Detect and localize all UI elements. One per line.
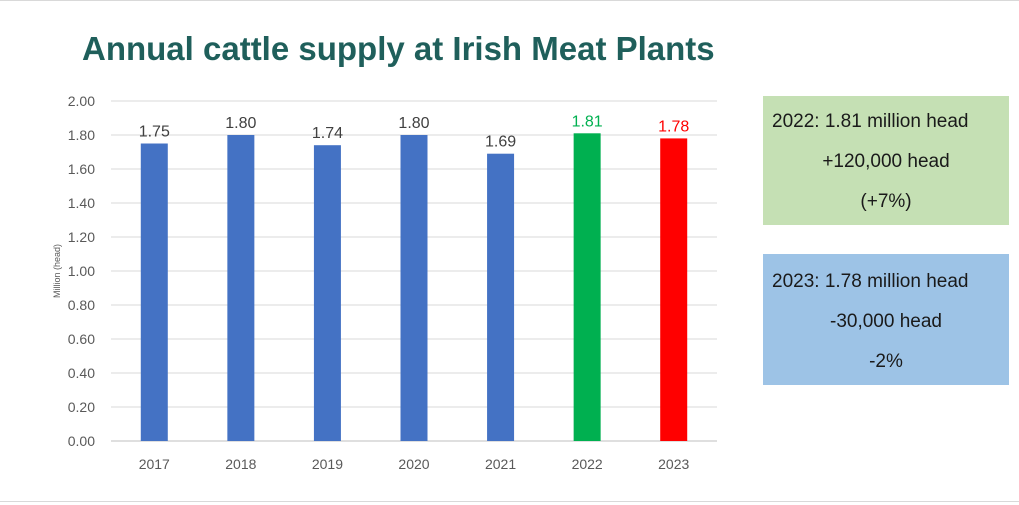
y-tick-label: 0.40 bbox=[68, 365, 95, 381]
summary-2022-percent: (+7%) bbox=[860, 191, 912, 212]
x-tick-label: 2022 bbox=[572, 456, 603, 472]
bar bbox=[227, 135, 255, 441]
y-tick-label: 1.40 bbox=[68, 195, 95, 211]
data-label: 1.81 bbox=[572, 113, 603, 130]
summary-2023-headline: 2023: 1.78 million head bbox=[772, 271, 969, 292]
page-title: Annual cattle supply at Irish Meat Plant… bbox=[82, 30, 715, 67]
y-tick-label: 0.00 bbox=[68, 433, 95, 449]
data-label: 1.75 bbox=[139, 124, 170, 141]
summary-box-2023: 2023: 1.78 million head -30,000 head -2% bbox=[763, 254, 1009, 385]
x-tick-label: 2017 bbox=[139, 456, 170, 472]
data-label: 1.69 bbox=[485, 134, 516, 151]
x-tick-label: 2018 bbox=[225, 456, 256, 472]
x-tick-label: 2021 bbox=[485, 456, 516, 472]
y-tick-label: 0.20 bbox=[68, 399, 95, 415]
y-tick-label: 0.60 bbox=[68, 331, 95, 347]
y-tick-label: 1.20 bbox=[68, 229, 95, 245]
y-tick-label: 1.00 bbox=[68, 263, 95, 279]
x-tick-label: 2023 bbox=[658, 456, 689, 472]
top-divider bbox=[0, 0, 1019, 1]
data-label: 1.80 bbox=[398, 115, 429, 132]
summary-2023-percent: -2% bbox=[869, 351, 903, 372]
bar bbox=[400, 135, 428, 441]
summary-2023-change: -30,000 head bbox=[830, 311, 942, 332]
y-tick-label: 1.80 bbox=[68, 127, 95, 143]
bottom-divider bbox=[0, 501, 1019, 502]
bar bbox=[573, 133, 601, 442]
bar bbox=[660, 138, 688, 441]
y-tick-label: 2.00 bbox=[68, 93, 95, 109]
bar bbox=[140, 143, 168, 441]
y-tick-label: 1.60 bbox=[68, 161, 95, 177]
summary-2022-headline: 2022: 1.81 million head bbox=[772, 111, 969, 132]
y-axis-title: Million (head) bbox=[52, 244, 62, 298]
bar bbox=[313, 145, 341, 441]
data-label: 1.80 bbox=[225, 115, 256, 132]
summary-2022-change: +120,000 head bbox=[822, 151, 950, 172]
data-label: 1.74 bbox=[312, 125, 343, 142]
bar bbox=[487, 153, 515, 441]
x-tick-label: 2020 bbox=[398, 456, 429, 472]
data-label: 1.78 bbox=[658, 118, 689, 135]
summary-box-2022: 2022: 1.81 million head +120,000 head (+… bbox=[763, 96, 1009, 225]
y-tick-label: 0.80 bbox=[68, 297, 95, 313]
x-tick-label: 2019 bbox=[312, 456, 343, 472]
